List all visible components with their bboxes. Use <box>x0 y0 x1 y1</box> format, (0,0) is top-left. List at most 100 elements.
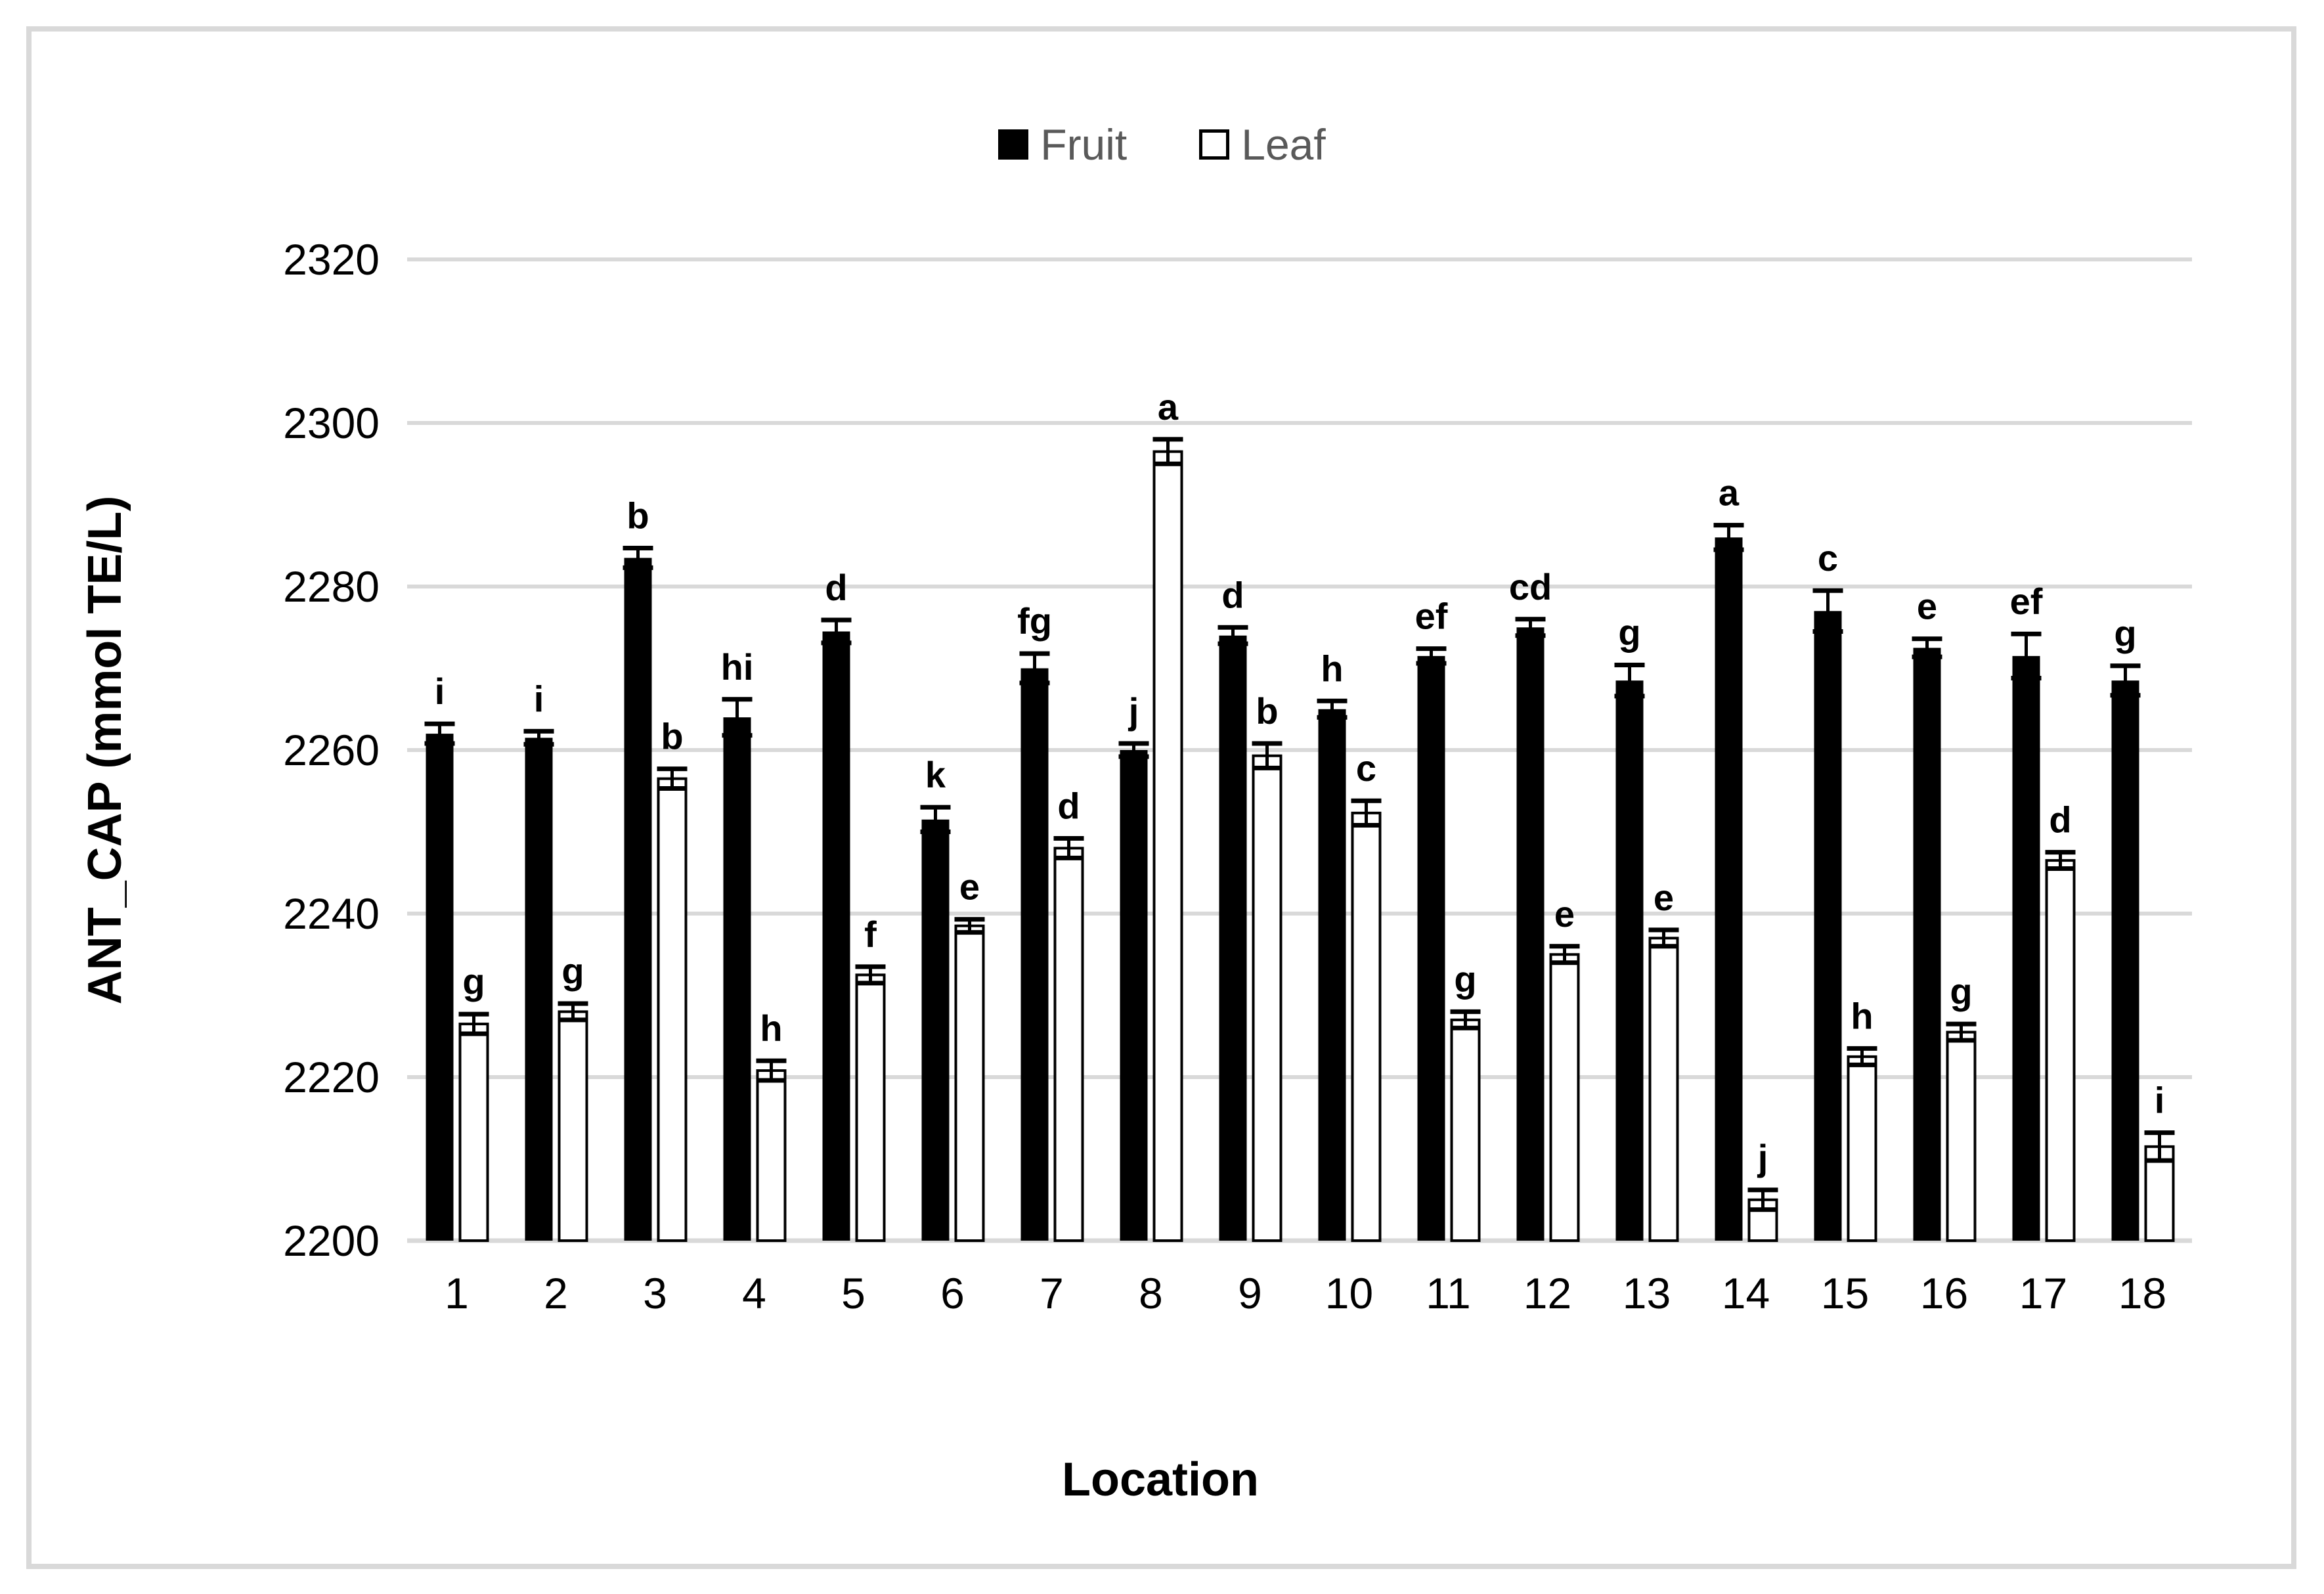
bar-leaf-12 <box>1549 953 1580 1242</box>
x-tick-7: 7 <box>1040 1269 1064 1317</box>
x-tick-14: 14 <box>1722 1269 1770 1317</box>
y-tick-2260: 2260 <box>283 726 380 774</box>
letter-fruit-8: j <box>1128 690 1139 732</box>
bar-fruit-12 <box>1516 627 1545 1241</box>
bar-leaf-4 <box>756 1069 787 1243</box>
x-tick-3: 3 <box>643 1269 667 1317</box>
letter-leaf-7: d <box>1057 785 1080 826</box>
x-tick-9: 9 <box>1238 1269 1262 1317</box>
bar-fruit-4 <box>723 717 751 1241</box>
bar-fruit-5 <box>822 631 850 1241</box>
letter-leaf-14: j <box>1757 1137 1768 1178</box>
bar-leaf-3 <box>657 777 688 1242</box>
x-tick-18: 18 <box>2118 1269 2166 1317</box>
letter-fruit-15: c <box>1818 537 1838 579</box>
x-tick-16: 16 <box>1920 1269 1968 1317</box>
bar-leaf-15 <box>1847 1055 1877 1242</box>
letter-leaf-4: h <box>760 1007 782 1049</box>
bar-fruit-18 <box>2111 680 2139 1241</box>
letter-fruit-18: g <box>2114 613 2136 654</box>
letter-leaf-15: h <box>1851 995 1873 1036</box>
letter-fruit-17: ef <box>2010 581 2043 622</box>
x-tick-13: 13 <box>1623 1269 1671 1317</box>
y-tick-2280: 2280 <box>283 562 380 611</box>
letter-fruit-10: h <box>1321 648 1343 689</box>
y-tick-2320: 2320 <box>283 235 380 284</box>
bar-fruit-6 <box>921 819 950 1241</box>
letter-fruit-13: g <box>1618 612 1640 653</box>
x-tick-11: 11 <box>1426 1269 1471 1317</box>
letter-fruit-12: cd <box>1509 566 1552 608</box>
leaf-swatch-icon <box>1199 129 1230 160</box>
y-tick-2240: 2240 <box>283 889 380 938</box>
letter-fruit-9: d <box>1221 574 1244 615</box>
bar-leaf-5 <box>855 973 886 1242</box>
bar-leaf-9 <box>1252 754 1283 1242</box>
bar-fruit-10 <box>1318 709 1346 1241</box>
bar-leaf-11 <box>1450 1018 1481 1242</box>
x-tick-4: 4 <box>742 1269 766 1317</box>
bar-fruit-3 <box>624 558 652 1241</box>
x-tick-5: 5 <box>841 1269 866 1317</box>
letter-leaf-6: e <box>959 866 980 908</box>
letter-fruit-11: ef <box>1415 596 1448 637</box>
letter-leaf-8: a <box>1158 386 1179 428</box>
bar-fruit-7 <box>1020 668 1049 1241</box>
letter-fruit-3: b <box>626 495 649 536</box>
x-tick-2: 2 <box>544 1269 568 1317</box>
letter-leaf-13: e <box>1654 877 1674 918</box>
x-tick-1: 1 <box>445 1269 469 1317</box>
bar-fruit-1 <box>426 734 454 1241</box>
bar-fruit-17 <box>2012 655 2040 1241</box>
bar-leaf-17 <box>2045 859 2076 1242</box>
bar-fruit-8 <box>1120 750 1148 1241</box>
letter-leaf-3: b <box>661 716 683 757</box>
bar-fruit-13 <box>1615 680 1644 1241</box>
bar-leaf-10 <box>1351 811 1382 1242</box>
bar-leaf-13 <box>1648 937 1679 1242</box>
x-axis-title: Location <box>1062 1453 1259 1506</box>
legend-label-leaf: Leaf <box>1241 120 1326 169</box>
bar-fruit-16 <box>1913 648 1941 1241</box>
bar-leaf-2 <box>558 1010 588 1243</box>
legend-label-fruit: Fruit <box>1040 120 1128 169</box>
letter-leaf-18: i <box>2155 1080 2165 1121</box>
bar-leaf-8 <box>1152 450 1183 1243</box>
bar-leaf-6 <box>954 924 985 1243</box>
letter-leaf-12: e <box>1554 893 1575 935</box>
letter-leaf-10: c <box>1356 747 1376 789</box>
x-tick-17: 17 <box>2019 1269 2067 1317</box>
letter-leaf-1: g <box>462 961 485 1002</box>
letter-fruit-6: k <box>925 754 946 795</box>
letter-fruit-7: fg <box>1017 600 1052 642</box>
bar-leaf-7 <box>1053 847 1084 1242</box>
x-tick-12: 12 <box>1524 1269 1571 1317</box>
x-tick-10: 10 <box>1325 1269 1373 1317</box>
letter-fruit-2: i <box>534 678 544 719</box>
bar-leaf-16 <box>1946 1030 1977 1243</box>
y-tick-2300: 2300 <box>283 399 380 447</box>
bar-fruit-14 <box>1715 537 1743 1241</box>
letter-leaf-5: f <box>864 914 877 955</box>
legend-item-leaf: Leaf <box>1199 120 1326 169</box>
letter-fruit-16: e <box>1917 586 1937 627</box>
y-tick-2220: 2220 <box>283 1053 380 1101</box>
letter-fruit-4: hi <box>721 646 754 688</box>
bar-fruit-9 <box>1219 635 1247 1241</box>
x-tick-8: 8 <box>1139 1269 1163 1317</box>
letter-leaf-2: g <box>561 950 584 992</box>
legend: Fruit Leaf <box>0 120 2324 169</box>
x-tick-15: 15 <box>1821 1269 1869 1317</box>
bar-fruit-2 <box>525 738 553 1241</box>
y-tick-2200: 2200 <box>283 1216 380 1265</box>
letter-fruit-5: d <box>825 567 847 608</box>
letter-leaf-11: g <box>1454 958 1476 1000</box>
letter-leaf-9: b <box>1256 690 1278 732</box>
letter-fruit-14: a <box>1719 472 1740 514</box>
bar-fruit-11 <box>1417 655 1445 1241</box>
letter-leaf-17: d <box>2049 799 2071 841</box>
letter-fruit-1: i <box>435 671 445 712</box>
x-tick-6: 6 <box>940 1269 965 1317</box>
